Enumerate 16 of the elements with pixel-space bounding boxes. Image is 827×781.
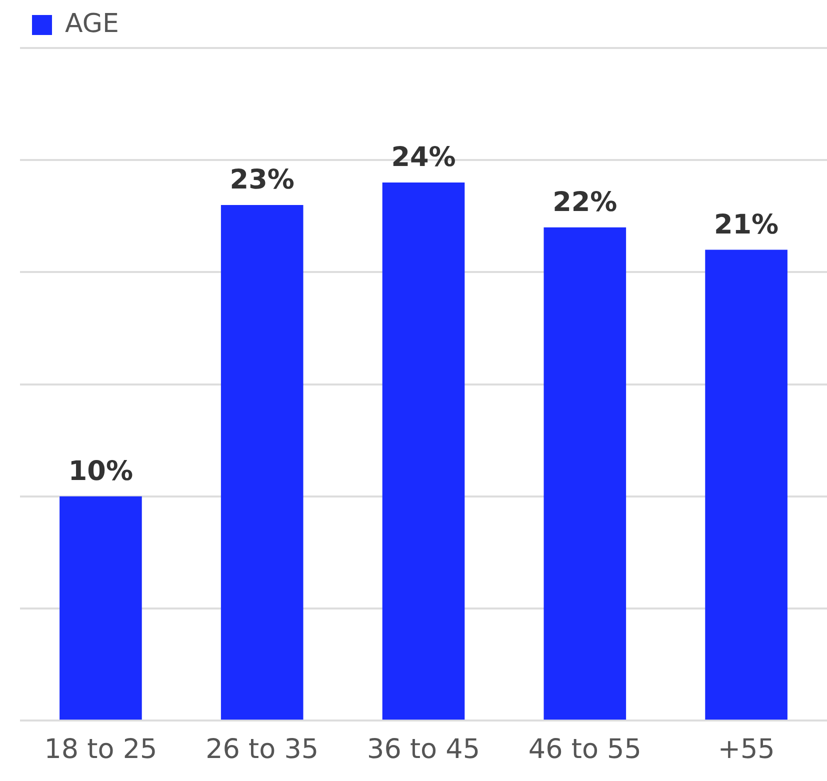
x-tick-label: 46 to 55 [528,734,642,765]
legend-label: AGE [65,8,119,39]
data-label: 22% [552,186,618,218]
x-tick-label: 26 to 35 [206,734,319,765]
data-label: 10% [68,456,134,487]
bar [60,496,142,720]
bar [544,227,626,720]
x-tick-label: +55 [718,734,775,765]
bar [382,182,465,720]
data-label: 21% [714,209,779,240]
bar [705,250,788,720]
x-tick-label: 36 to 45 [367,734,480,765]
data-label: 23% [230,164,294,196]
bar [220,204,304,720]
x-tick-label: 18 to 25 [44,734,158,765]
data-label: 24% [391,142,456,174]
